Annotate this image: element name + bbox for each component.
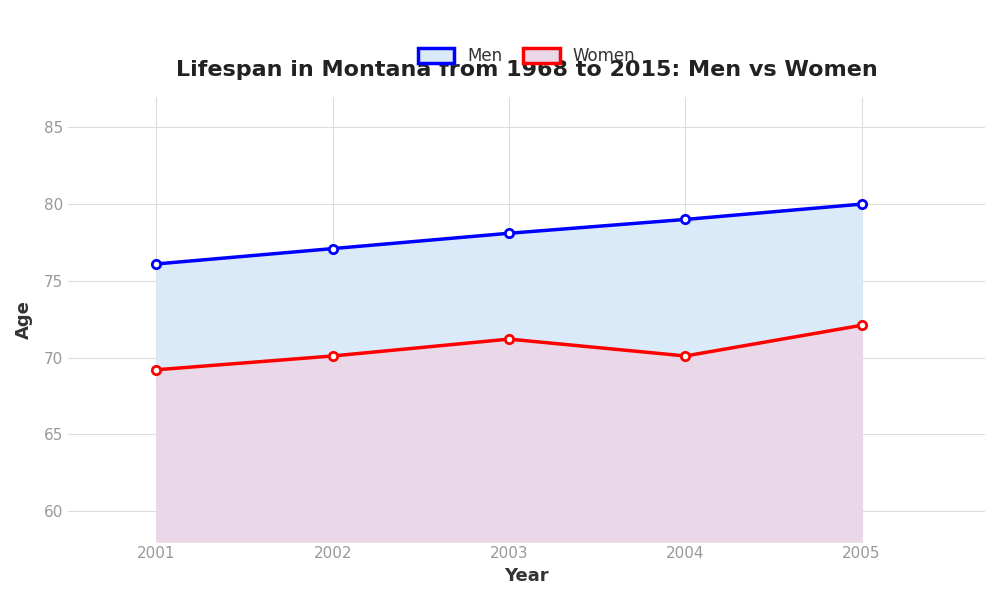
Title: Lifespan in Montana from 1968 to 2015: Men vs Women: Lifespan in Montana from 1968 to 2015: M… <box>176 60 878 80</box>
Legend: Men, Women: Men, Women <box>418 47 636 65</box>
Y-axis label: Age: Age <box>15 300 33 338</box>
X-axis label: Year: Year <box>504 567 549 585</box>
